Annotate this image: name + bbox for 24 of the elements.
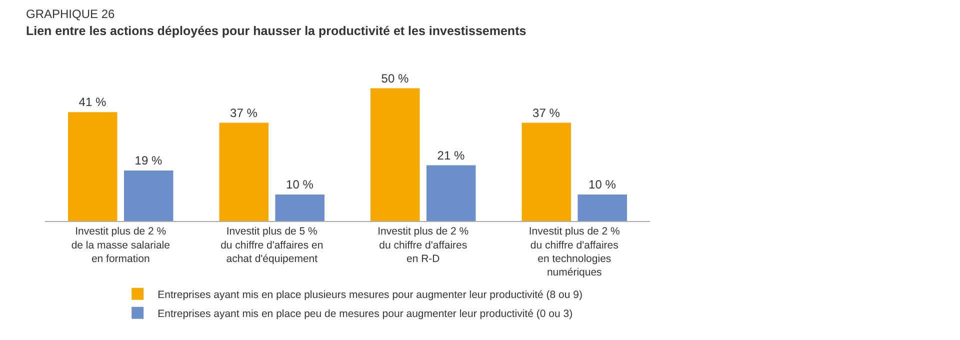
bar — [275, 194, 324, 221]
x-tick-label: Investit plus de 2 % du chiffre d'affaires en R-D — [378, 226, 469, 265]
x-tick-label: Investit plus de 5 % du chiffre d'affaires en achat d'équipement — [220, 226, 324, 265]
chart-title: GRAPHIQUE 26 — [26, 7, 116, 21]
legend-label: Entreprises ayant mis en place plusieurs mesures pour augmenter leur productivité (8 ou 9) — [158, 288, 582, 301]
bar — [68, 112, 118, 221]
x-tick-label: Investit plus de 2 % du chiffre d'affaires en technologies numériques — [528, 226, 620, 279]
bar — [124, 170, 174, 221]
bar — [219, 122, 269, 221]
data-label: 37 % — [230, 106, 258, 120]
data-label: 10 % — [588, 177, 616, 192]
data-label: 19 % — [134, 154, 162, 168]
data-label: 37 % — [532, 106, 560, 120]
data-label: 10 % — [286, 177, 314, 192]
x-tick-label: Investit plus de 2 % de la masse salariale en formation — [71, 226, 170, 265]
chart-subtitle: Lien entre les actions déployées pour hausser la productivité et les investissements — [26, 24, 526, 38]
data-label: 41 % — [78, 95, 106, 110]
bar — [370, 88, 420, 221]
bar — [578, 194, 627, 221]
bar — [522, 122, 572, 221]
data-label: 50 % — [381, 71, 409, 86]
data-label: 21 % — [437, 148, 465, 162]
legend-label: Entreprises ayant mis en place peu de mesures pour augmenter leur productivité (0 ou 3) — [158, 308, 573, 320]
bar — [426, 165, 476, 221]
